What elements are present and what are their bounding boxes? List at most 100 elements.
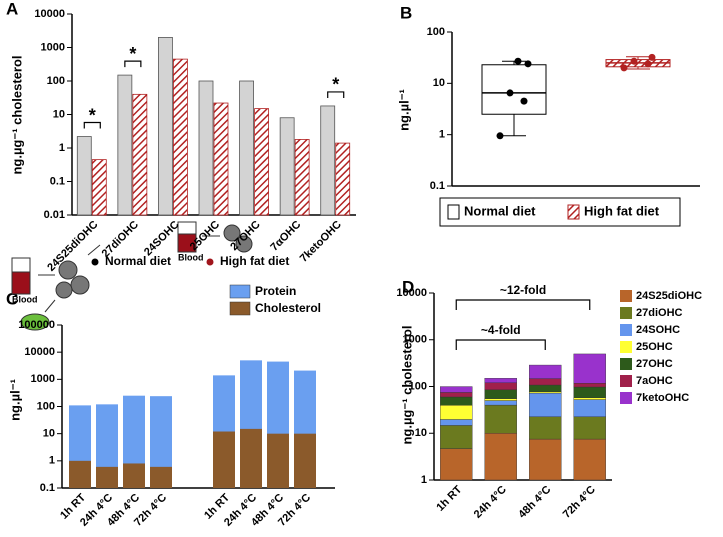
x-tick-label: 7ketoOHC bbox=[298, 219, 344, 265]
bar bbox=[213, 102, 229, 216]
panel-letter: A bbox=[6, 0, 18, 18]
bar bbox=[294, 433, 316, 488]
legend-label: High fat diet bbox=[220, 254, 289, 268]
legend-swatch bbox=[620, 324, 632, 336]
icon-label: Blood bbox=[12, 294, 38, 304]
bar-segment bbox=[529, 364, 562, 379]
y-axis-label: ng.µl⁻¹ bbox=[396, 89, 411, 131]
x-tick-label: 1h RT bbox=[434, 483, 464, 513]
y-tick-label: 10 bbox=[43, 428, 55, 440]
bracket bbox=[83, 121, 101, 129]
x-tick-label: 7αOHC bbox=[268, 219, 303, 254]
bar bbox=[150, 396, 172, 488]
cell bbox=[55, 281, 73, 299]
y-tick-label: 1000 bbox=[403, 334, 427, 346]
y-tick-label: 100 bbox=[37, 400, 55, 412]
bracket bbox=[455, 339, 546, 350]
point bbox=[648, 53, 656, 61]
bar bbox=[123, 463, 145, 488]
legend-label: 24SOHC bbox=[636, 324, 680, 336]
point bbox=[524, 60, 532, 68]
bar-segment bbox=[529, 391, 562, 394]
annotation: ~4-fold bbox=[481, 323, 521, 337]
y-tick-label: 10 bbox=[53, 108, 65, 120]
legend-swatch bbox=[620, 375, 632, 387]
annotation: * bbox=[89, 105, 96, 125]
point bbox=[506, 89, 514, 97]
cell bbox=[58, 260, 78, 280]
y-tick-label: 1000 bbox=[31, 373, 55, 385]
bar-segment bbox=[484, 382, 517, 390]
legend-label: 7ketoOHC bbox=[636, 392, 689, 404]
legend-label: 24S25diOHC bbox=[636, 290, 702, 302]
legend-swatch bbox=[620, 392, 632, 404]
point bbox=[620, 64, 628, 72]
panel-letter: D bbox=[402, 277, 414, 296]
bar bbox=[335, 142, 351, 216]
bar-segment bbox=[573, 383, 606, 388]
bar bbox=[254, 108, 269, 216]
bar-segment bbox=[529, 384, 562, 392]
bar bbox=[279, 117, 295, 216]
legend-label: Normal diet bbox=[105, 254, 171, 268]
bar bbox=[198, 80, 214, 216]
x-tick-label: 48h 4°C bbox=[516, 484, 553, 521]
bar-segment bbox=[529, 416, 562, 440]
bar bbox=[173, 58, 188, 216]
tube-blood bbox=[11, 271, 31, 295]
bar bbox=[132, 93, 148, 216]
bar-segment bbox=[573, 353, 606, 384]
bar-segment bbox=[440, 419, 473, 426]
icons bbox=[11, 221, 253, 331]
legend-swatch bbox=[620, 290, 632, 302]
y-tick-label: 0.01 bbox=[44, 209, 65, 221]
bar bbox=[240, 428, 262, 488]
cell bbox=[235, 235, 253, 253]
legend-swatch bbox=[620, 341, 632, 353]
tube-blood bbox=[177, 233, 197, 253]
legend-label: High fat diet bbox=[584, 203, 660, 218]
bar bbox=[69, 460, 91, 488]
y-tick-label: 1 bbox=[59, 142, 65, 154]
bar-segment bbox=[573, 416, 606, 440]
y-axis-label: ng.µl⁻¹ bbox=[7, 379, 22, 421]
y-tick-label: 1 bbox=[49, 455, 55, 467]
y-tick-label: 1000 bbox=[41, 41, 65, 53]
bar bbox=[320, 105, 336, 216]
bar-segment bbox=[484, 378, 517, 383]
icon-label: Blood bbox=[178, 252, 204, 262]
y-tick-label: 100000 bbox=[18, 319, 55, 331]
y-tick-label: 10000 bbox=[34, 8, 65, 20]
legend-label: Normal diet bbox=[464, 203, 536, 218]
legend-swatch bbox=[620, 307, 632, 319]
bracket bbox=[327, 91, 345, 98]
point bbox=[496, 132, 504, 140]
legend-marker bbox=[91, 258, 99, 266]
legend-marker bbox=[206, 258, 214, 266]
bar-segment bbox=[573, 399, 606, 417]
bar-segment bbox=[440, 448, 473, 481]
y-tick-label: 0.1 bbox=[50, 175, 65, 187]
y-tick-label: 10000 bbox=[24, 346, 55, 358]
x-tick-label: 72h 4°C bbox=[561, 484, 598, 521]
bracket bbox=[124, 60, 142, 68]
y-tick-label: 0.1 bbox=[430, 180, 445, 192]
bar bbox=[239, 80, 254, 216]
legend-swatch bbox=[620, 358, 632, 370]
bar-segment bbox=[440, 392, 473, 398]
legend-label: 27OHC bbox=[636, 358, 673, 370]
bar bbox=[91, 159, 107, 216]
x-tick-label: 24SOHC bbox=[142, 219, 182, 259]
bar bbox=[158, 37, 173, 216]
y-tick-label: 100 bbox=[427, 26, 445, 38]
y-axis-label: ng.µg⁻¹ cholesterol bbox=[9, 55, 24, 174]
legend-label: 25OHC bbox=[636, 341, 673, 353]
legend-swatch bbox=[567, 204, 580, 220]
bar bbox=[150, 466, 172, 488]
x-tick-label: 24h 4°C bbox=[472, 484, 509, 521]
bar-segment bbox=[440, 405, 473, 420]
y-tick-label: 0.1 bbox=[40, 482, 55, 494]
bar bbox=[294, 139, 310, 216]
